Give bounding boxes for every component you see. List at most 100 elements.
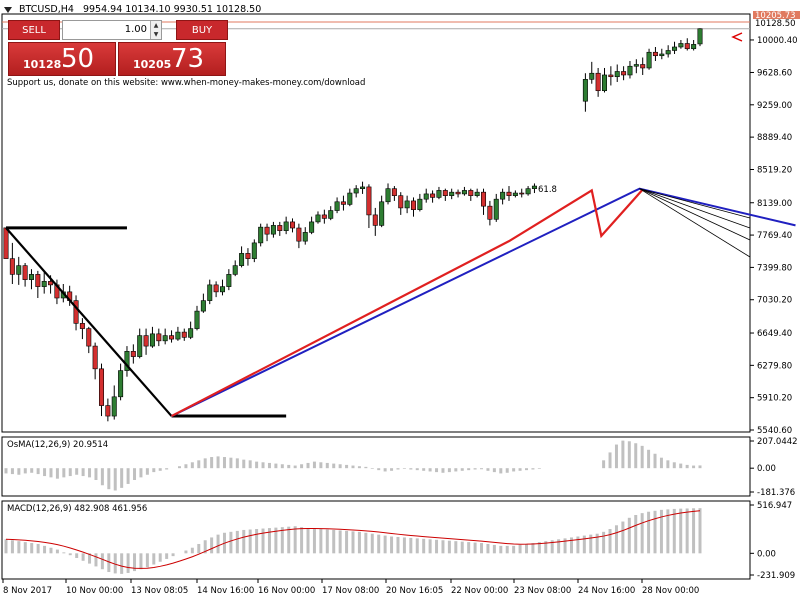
spin-down-icon[interactable]: ▼ (153, 31, 159, 38)
candle-body (684, 43, 690, 50)
candle-body (328, 210, 334, 219)
candle-body (519, 192, 525, 195)
candle-body (264, 226, 270, 235)
fib-fan-line (639, 188, 751, 241)
x-tick-label: 24 Nov 16:00 (578, 586, 635, 596)
candle-body (169, 335, 175, 340)
price-tick-label: 10000.40 (757, 36, 798, 46)
candle-body (430, 193, 436, 198)
lot-size-input[interactable]: 1.00 ▲ ▼ (62, 20, 162, 40)
x-tick-label: 16 Nov 00:00 (258, 586, 315, 596)
candle-body (372, 214, 378, 226)
candle-body (455, 191, 461, 195)
candle-body (360, 186, 366, 189)
candle-body (99, 368, 105, 406)
candle-body (35, 274, 41, 287)
fib-fan-line (639, 188, 751, 258)
candle-body (595, 72, 601, 92)
price-tick-label: 9628.60 (757, 68, 792, 78)
candle-body (633, 64, 639, 67)
candle-body (258, 226, 264, 244)
ohlc-values: 9954.94 10134.10 9930.51 10128.50 (82, 4, 262, 15)
candle-body (41, 281, 47, 287)
candle-body (200, 300, 206, 312)
candle-body (417, 198, 423, 210)
candle-body (391, 188, 397, 196)
fib-label: 61.8 (538, 185, 557, 195)
x-tick-label: 10 Nov 00:00 (66, 586, 123, 596)
sell-price-box[interactable]: 10128 50 (8, 42, 116, 76)
macd-signal-line (5, 510, 701, 569)
candle-body (277, 225, 283, 231)
candle-body (436, 190, 442, 198)
osma-tick-label: -181.376 (757, 488, 795, 498)
candle-body (621, 71, 627, 76)
candle-body (105, 405, 111, 417)
x-tick-label: 22 Nov 00:00 (451, 586, 508, 596)
candle-body (531, 185, 537, 189)
candle-body (500, 191, 506, 200)
candle-body (73, 300, 79, 324)
candle-body (290, 221, 296, 229)
candle-body (194, 310, 200, 329)
osma-tick-label: 207.0442 (757, 437, 798, 447)
candle-body (398, 195, 404, 209)
price-tick-label: 8139.00 (757, 199, 792, 209)
candle-body (614, 71, 620, 78)
candle-body (130, 351, 136, 357)
candle-body (525, 188, 531, 195)
lot-size-value: 1.00 (124, 24, 147, 35)
candle-body (678, 43, 684, 48)
candle-body (22, 265, 28, 280)
candle-body (449, 191, 455, 196)
candle-body (296, 227, 302, 242)
buy-price-small: 10205 (133, 58, 172, 71)
price-tick-label: 7769.40 (757, 231, 792, 241)
candle-body (162, 335, 168, 342)
candle-body (92, 345, 98, 370)
candle-body (219, 286, 225, 293)
fib-fan-line (639, 188, 751, 219)
candle-body (175, 331, 181, 340)
price-tick-label: 5540.60 (757, 426, 792, 436)
candle-body (366, 186, 372, 216)
candle-body (149, 333, 155, 347)
candle-body (512, 192, 518, 196)
candle-body (86, 328, 92, 347)
sell-button[interactable]: SELL (8, 20, 60, 40)
price-tick-label: 8889.40 (757, 133, 792, 143)
candle-body (9, 258, 15, 275)
candle-body (118, 370, 124, 398)
x-tick-label: 14 Nov 16:00 (197, 586, 254, 596)
candle-body (111, 396, 117, 417)
lot-spinner[interactable]: ▲ ▼ (150, 21, 161, 39)
candle-body (16, 265, 22, 275)
candle-body (283, 221, 289, 231)
osma-tick-label: 0.00 (757, 464, 776, 474)
buy-price-box[interactable]: 10205 73 (118, 42, 226, 76)
candle-body (652, 51, 658, 57)
chevron-down-icon[interactable] (4, 6, 12, 13)
x-tick-label: 17 Nov 08:00 (322, 586, 379, 596)
candle-body (340, 201, 346, 205)
ask-price-tag: 10205.73 (753, 11, 800, 22)
candle-body (691, 44, 697, 50)
candle-body (124, 351, 130, 371)
candle-body (481, 191, 487, 207)
macd-label: MACD(12,26,9) 482.908 461.956 (7, 504, 148, 514)
candle-body (3, 227, 9, 259)
candle-body (646, 51, 652, 69)
candle-body (665, 50, 671, 55)
candle-body (156, 333, 162, 342)
candle-body (627, 65, 633, 76)
candle-body (640, 64, 646, 69)
price-tick-label: 7399.80 (757, 263, 792, 273)
osma-label: OsMA(12,26,9) 20.9514 (7, 440, 109, 450)
candle-body (251, 242, 257, 259)
candle-body (137, 335, 143, 357)
buy-button[interactable]: BUY (176, 20, 228, 40)
spin-up-icon[interactable]: ▲ (153, 22, 159, 29)
candle-body (461, 190, 467, 195)
candle-body (353, 188, 359, 194)
